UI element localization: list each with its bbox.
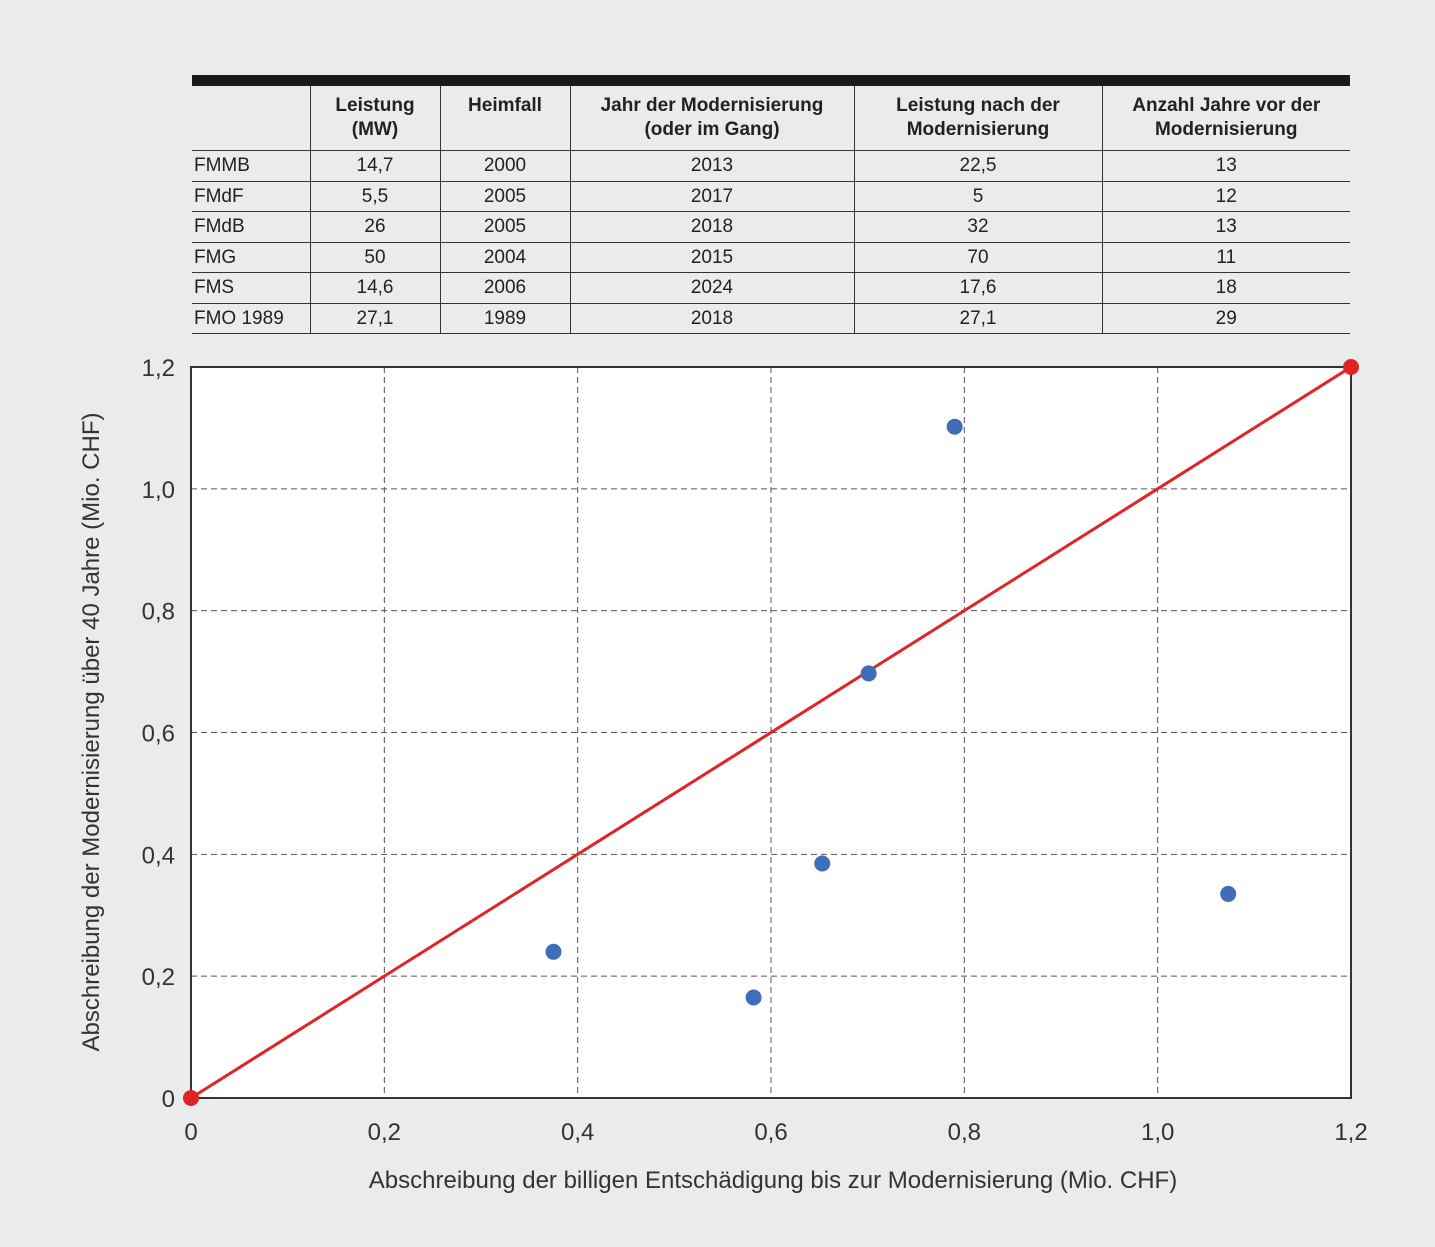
y-tick-label: 0,6 [142, 721, 175, 748]
table-cell: 2018 [569, 303, 854, 334]
table-cell: 14,7 [309, 150, 440, 182]
data-point [1220, 885, 1237, 902]
grid-lines [191, 367, 1351, 1098]
table-cell: 11 [1101, 242, 1350, 273]
y-tick-label: 0,8 [142, 599, 175, 626]
x-tick-label: 0 [184, 1119, 197, 1146]
table-cell: 2013 [569, 150, 854, 182]
table-header: Leistung (MW) [309, 86, 440, 151]
table-header: Anzahl Jahre vor der Modernisierung [1101, 86, 1350, 151]
reference-line-endpoint [183, 1090, 199, 1106]
x-tick-label: 0,4 [561, 1119, 594, 1146]
table-cell: 2018 [569, 211, 854, 243]
table-cell: 29 [1101, 303, 1350, 334]
data-point [545, 943, 562, 960]
x-tick-label: 1,2 [1334, 1119, 1367, 1146]
data-point [946, 418, 963, 435]
table-cell: 27,1 [853, 303, 1102, 334]
table-header-row: Leistung (MW) Heimfall Jahr der Modernis… [192, 86, 1350, 151]
table-header: Jahr der Modernisierung (oder im Gang) [569, 86, 854, 151]
table-cell: 2004 [439, 242, 570, 273]
table-header: Heimfall [439, 86, 570, 151]
table-cell: 1989 [439, 303, 570, 334]
reference-line [190, 365, 1352, 1100]
table-cell: 27,1 [309, 303, 440, 334]
reference-line-group [183, 359, 1359, 1106]
table-cell: 2005 [439, 211, 570, 243]
reference-line-endpoint [1343, 359, 1359, 375]
table-cell: FMdB [192, 211, 310, 243]
table-cell: 12 [1101, 181, 1350, 212]
table-cell: 2015 [569, 242, 854, 273]
table-row: FMdF 5,5 2005 2017 5 12 [192, 181, 1350, 212]
data-points [545, 418, 1237, 1006]
table-cell: 22,5 [853, 150, 1102, 182]
table-row: FMS 14,6 2006 2024 17,6 18 [192, 272, 1350, 304]
table-cell: FMMB [192, 150, 310, 182]
table-row: FMG 50 2004 2015 70 11 [192, 242, 1350, 273]
table-cell: 2005 [439, 181, 570, 212]
y-tick-label: 1,2 [142, 355, 175, 382]
data-table-container: Leistung (MW) Heimfall Jahr der Modernis… [192, 75, 1350, 334]
table-cell: 5,5 [309, 181, 440, 212]
table-cell: 2006 [439, 272, 570, 304]
table-cell: FMS [192, 272, 310, 304]
data-point [745, 989, 762, 1006]
table-cell: 2024 [569, 272, 854, 304]
y-axis-title: Abschreibung der Modernisierung über 40 … [78, 413, 105, 1052]
table-cell: 50 [309, 242, 440, 273]
table-header [192, 86, 310, 151]
x-tick-label: 0,2 [368, 1119, 401, 1146]
x-axis-title: Abschreibung der billigen Entschädigung … [369, 1167, 1177, 1194]
table-cell: 2000 [439, 150, 570, 182]
table-cell: 2017 [569, 181, 854, 212]
x-tick-label: 0,8 [948, 1119, 981, 1146]
data-point [814, 855, 831, 872]
table-row: FMdB 26 2005 2018 32 13 [192, 211, 1350, 243]
y-tick-label: 1,0 [142, 477, 175, 504]
table-cell: FMG [192, 242, 310, 273]
y-tick-labels: 0 0,2 0,4 0,6 0,8 1,0 1,2 [142, 355, 175, 1113]
y-tick-label: 0,4 [142, 842, 175, 869]
table-header: Leistung nach der Modernisierung [853, 86, 1102, 151]
data-table: Leistung (MW) Heimfall Jahr der Modernis… [192, 86, 1350, 334]
x-tick-label: 1,0 [1141, 1119, 1174, 1146]
table-cell: 14,6 [309, 272, 440, 304]
table-cell: 13 [1101, 211, 1350, 243]
table-cell: FMdF [192, 181, 310, 212]
plot-frame [190, 366, 1352, 1099]
table-row: FMMB 14,7 2000 2013 22,5 13 [192, 150, 1350, 182]
table-cell: 32 [853, 211, 1102, 243]
table-cell: 13 [1101, 150, 1350, 182]
table-cell: 18 [1101, 272, 1350, 304]
table-cell: 17,6 [853, 272, 1102, 304]
data-point [860, 665, 877, 682]
table-row: FMO 1989 27,1 1989 2018 27,1 29 [192, 303, 1350, 334]
y-tick-label: 0,2 [142, 964, 175, 991]
table-cell: 70 [853, 242, 1102, 273]
x-tick-label: 0,6 [754, 1119, 787, 1146]
table-cell: FMO 1989 [192, 303, 310, 334]
table-top-rule [192, 75, 1350, 86]
y-tick-label: 0 [162, 1086, 175, 1113]
x-tick-labels: 0 0,2 0,4 0,6 0,8 1,0 1,2 [184, 1119, 1367, 1146]
table-cell: 5 [853, 181, 1102, 212]
table-cell: 26 [309, 211, 440, 243]
